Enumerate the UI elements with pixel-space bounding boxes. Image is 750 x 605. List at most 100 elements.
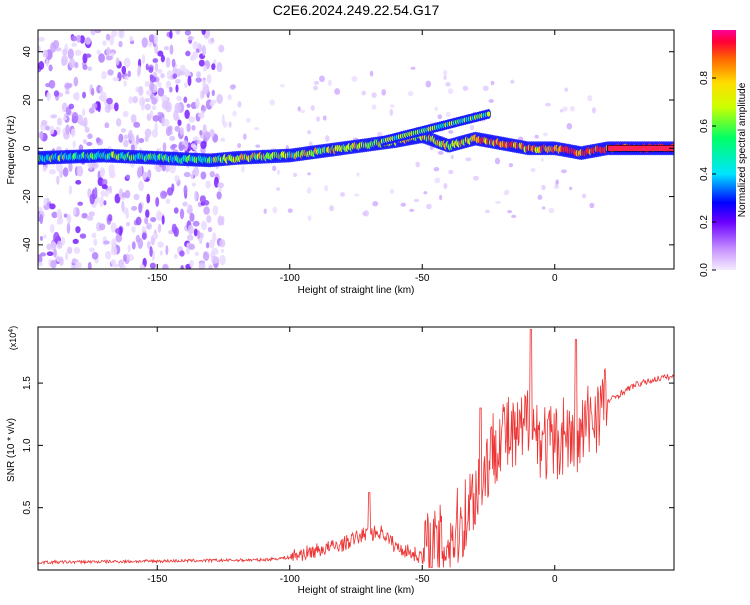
heatmap-noise-cell [183,96,188,103]
heatmap-noise-cell [148,66,154,73]
colorbar-tick-label: 0.4 [699,167,710,181]
heatmap-noise-cell [42,166,47,172]
heatmap-noise-cell [174,79,181,84]
heatmap-noise-cell [174,125,181,132]
heatmap-noise-cell [126,222,130,227]
heatmap-noise-cell [220,137,226,142]
heatmap-noise-cell [52,39,60,49]
heatmap-faint-cell [306,187,312,194]
heatmap-noise-cell [208,239,215,249]
heatmap-noise-cell [202,79,207,88]
heatmap-noise-cell [194,251,199,256]
heatmap-faint-cell [437,114,443,120]
heatmap-faint-cell [482,85,489,92]
heatmap-noise-cell [185,50,191,57]
heatmap-noise-cell [82,139,87,145]
heatmap-faint-cell [297,106,301,112]
heatmap-noise-cell [177,119,182,126]
chart-title: C2E6.2024.249.22.54.G17 [273,2,440,18]
heatmap-noise-cell [67,48,74,60]
heatmap-faint-cell [443,183,448,190]
heatmap-noise-cell [94,186,98,196]
heatmap-faint-cell [448,169,454,175]
heatmap-noise-cell [53,231,60,243]
heatmap-noise-cell [161,116,165,127]
heatmap-noise-cell [110,222,117,233]
heatmap-noise-cell [157,68,163,74]
heatmap-noise-cell [207,226,213,233]
heatmap-noise-cell [184,109,190,119]
heatmap-noise-cell [98,95,105,101]
heatmap-noise-cell [121,65,127,75]
heatmap-noise-cell [200,171,207,180]
heatmap-faint-cell [389,189,395,194]
snr-series-line [38,329,674,568]
heatmap-noise-cell [65,124,70,135]
heatmap-noise-cell [203,251,208,257]
heatmap-noise-cell [144,128,152,138]
heatmap-noise-cell [137,238,144,249]
heatmap-noise-cell [65,252,69,261]
heatmap-noise-cell [154,122,158,133]
heatmap-faint-cell [469,125,475,131]
heatmap-noise-cell [165,57,171,68]
heatmap-noise-cell [135,134,140,145]
heatmap-noise-cell [194,190,198,202]
heatmap-noise-cell [205,242,210,249]
heatmap-noise-cell [196,140,202,145]
heatmap-noise-cell [45,125,50,131]
heatmap-faint-cell [587,95,593,102]
heatmap-faint-cell [371,92,377,99]
heatmap-noise-cell [184,82,188,88]
heatmap-noise-cell [201,30,206,35]
heatmap-noise-cell [187,75,192,87]
heatmap-faint-cell [354,193,360,197]
heatmap-noise-cell [194,140,198,145]
heatmap-noise-cell [174,102,181,114]
heatmap-faint-cell [485,209,490,214]
snr-xlabel: Height of straight line (km) [298,585,415,596]
heatmap-noise-cell [108,171,116,179]
heatmap-noise-cell [93,238,98,246]
heatmap-faint-cell [569,186,573,191]
heatmap-noise-cell [68,161,73,173]
spectrogram-ytick-label: -40 [22,237,33,252]
spectrogram-panel: -150 -100 -50 0 -40 -20 0 20 40 Height of straig… [6,29,675,296]
heatmap-noise-cell [168,86,173,93]
heatmap-noise-cell [131,205,138,211]
heatmap-faint-cell [564,87,569,92]
heatmap-noise-cell [46,243,52,251]
heatmap-noise-cell [173,207,179,214]
heatmap-noise-cell [115,228,121,235]
heatmap-faint-cell [437,150,444,155]
heatmap-noise-cell [56,175,60,185]
heatmap-noise-cell [171,183,175,193]
heatmap-noise-cell [91,162,99,169]
heatmap-noise-cell [220,248,224,254]
colorbar-tick-label: 0.0 [699,263,710,277]
heatmap-faint-cell [433,166,440,172]
heatmap-faint-cell [508,163,514,168]
heatmap-faint-cell [334,88,341,95]
spectrogram-ytick-label: 0 [22,145,33,151]
heatmap-faint-cell [560,169,567,174]
heatmap-faint-cell [426,203,432,210]
heatmap-faint-cell [439,194,443,201]
heatmap-faint-cell [316,116,320,122]
heatmap-faint-cell [450,154,454,160]
heatmap-noise-cell [84,126,90,133]
heatmap-noise-cell [94,30,102,34]
heatmap-noise-cell [144,216,149,225]
heatmap-faint-cell [371,104,377,110]
heatmap-noise-cell [98,53,105,63]
heatmap-faint-cell [530,167,536,173]
heatmap-noise-cell [97,101,101,113]
heatmap-faint-cell [227,94,232,101]
heatmap-noise-cell [198,59,205,67]
heatmap-noise-cell [106,97,113,105]
heatmap-faint-cell [237,143,242,149]
heatmap-noise-cell [202,65,208,72]
heatmap-faint-cell [310,104,315,111]
spectrogram-ytick-label: 40 [22,46,33,58]
heatmap-noise-cell [71,112,79,123]
